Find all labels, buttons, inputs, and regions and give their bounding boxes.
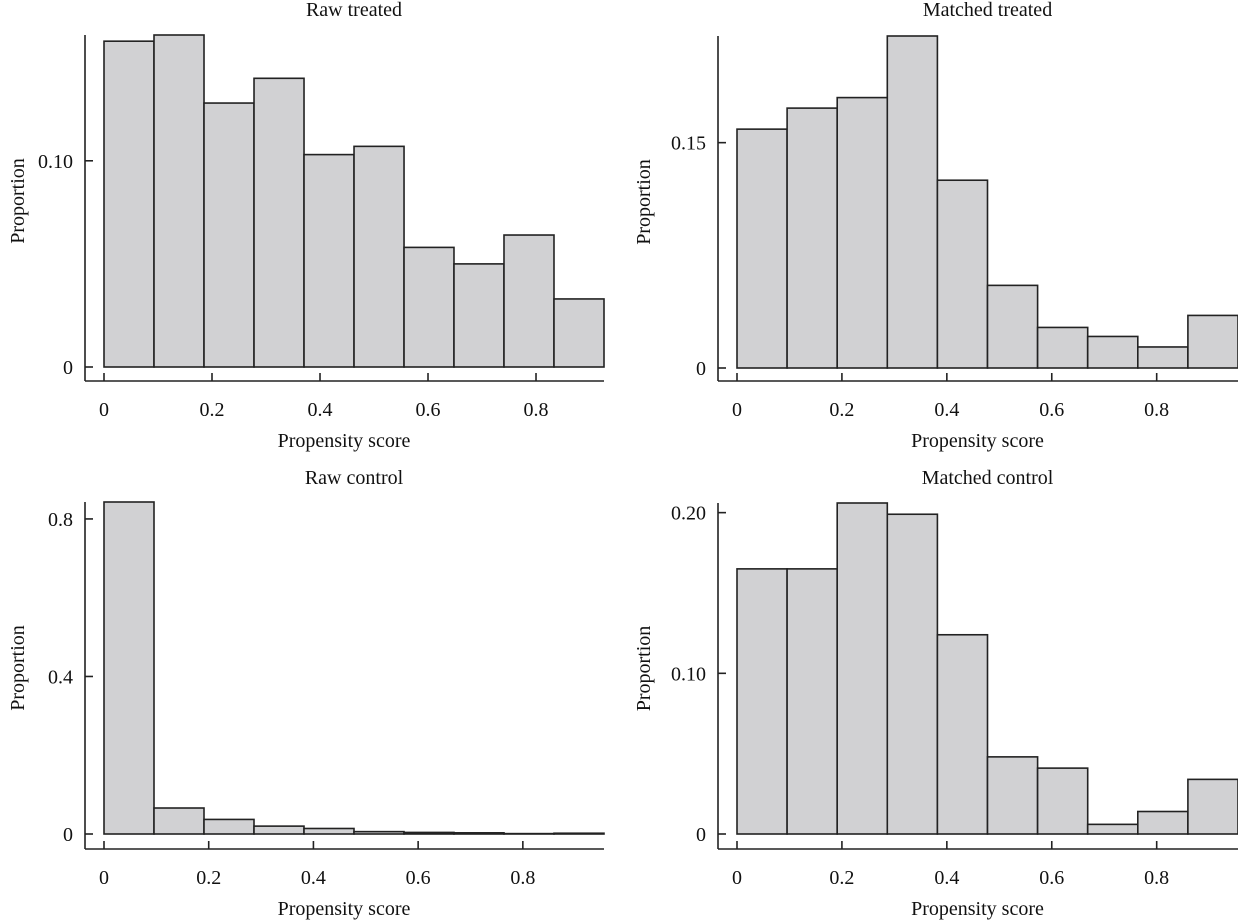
histogram-bar bbox=[453, 832, 505, 835]
y-tick-label: 0.10 bbox=[38, 151, 73, 173]
y-tick-label: 0 bbox=[63, 824, 73, 846]
histogram-bar bbox=[936, 633, 989, 835]
histogram-bar bbox=[403, 831, 455, 835]
y-axis-label: Proportion bbox=[7, 625, 29, 711]
y-tick-label: 0.8 bbox=[48, 509, 73, 531]
histogram-bar bbox=[1036, 767, 1089, 835]
histogram-bar bbox=[353, 145, 405, 368]
histogram-bar bbox=[886, 35, 939, 369]
histogram-bar bbox=[153, 807, 205, 835]
x-tick-label: 0.6 bbox=[1039, 399, 1064, 421]
histogram-bar bbox=[836, 96, 889, 369]
x-tick-label: 0 bbox=[732, 867, 742, 889]
panel-matched-treated: Matched treated 0 0.15 0 0.2 0.4 0.6 0.8 Propens… bbox=[633, 0, 1238, 452]
histogram-bar bbox=[303, 827, 355, 835]
y-tick-label: 0.15 bbox=[671, 133, 706, 155]
x-tick-label: 0.4 bbox=[301, 867, 326, 889]
y-axis-label: Proportion bbox=[7, 158, 29, 244]
histogram-bar bbox=[1137, 810, 1189, 835]
y-tick-label: 0 bbox=[63, 357, 73, 379]
x-tick-label: 0.8 bbox=[524, 399, 549, 421]
x-tick-label: 0.2 bbox=[829, 399, 854, 421]
x-tick-label: 0.6 bbox=[1039, 867, 1064, 889]
histogram-bar bbox=[503, 234, 555, 368]
x-tick-label: 0.4 bbox=[308, 399, 333, 421]
histogram-bar bbox=[836, 502, 889, 835]
x-tick-label: 0.6 bbox=[416, 399, 441, 421]
histogram-bar bbox=[1036, 326, 1089, 369]
chart-title: Raw control bbox=[305, 467, 404, 489]
x-axis-label: Propensity score bbox=[278, 898, 411, 920]
x-tick-label: 0.4 bbox=[934, 867, 959, 889]
chart-title: Matched control bbox=[922, 467, 1054, 489]
x-tick-label: 0.2 bbox=[200, 399, 225, 421]
histogram-bar bbox=[453, 263, 505, 368]
histogram-bar bbox=[786, 568, 838, 835]
histogram-bar bbox=[553, 832, 605, 835]
histogram-bar bbox=[203, 102, 255, 368]
x-tick-label: 0.2 bbox=[829, 867, 854, 889]
x-tick-label: 0.2 bbox=[196, 867, 221, 889]
histogram-bar bbox=[103, 501, 155, 835]
histogram-bar bbox=[1086, 823, 1139, 835]
x-tick-label: 0.8 bbox=[1144, 867, 1169, 889]
histogram-bar bbox=[353, 830, 405, 835]
y-axis-label: Proportion bbox=[633, 159, 655, 245]
histogram-bar bbox=[303, 153, 355, 368]
x-axis-label: Propensity score bbox=[911, 898, 1044, 920]
x-tick-label: 0 bbox=[99, 867, 109, 889]
panel-matched-control: Matched control 0 0.10 0.20 0 0.2 0.4 0.6 0.8 Pro… bbox=[633, 467, 1238, 920]
y-tick-label: 0 bbox=[696, 358, 706, 380]
histogram-bar bbox=[1187, 778, 1238, 835]
chart-title: Raw treated bbox=[306, 0, 402, 21]
y-tick-label: 0 bbox=[696, 824, 706, 846]
histogram-bar bbox=[736, 128, 788, 369]
histogram-bar bbox=[1137, 346, 1189, 369]
histogram-bar bbox=[786, 107, 838, 369]
panel-raw-treated: Raw treated 0 0.10 0 0.2 0.4 0.6 0.8 Propensity … bbox=[7, 0, 605, 452]
histogram-bar bbox=[986, 756, 1039, 835]
x-axis-label: Propensity score bbox=[278, 430, 411, 452]
histogram-bar bbox=[1187, 314, 1238, 369]
histogram-bar bbox=[203, 818, 255, 835]
histogram-bar bbox=[736, 568, 788, 835]
histogram-bar bbox=[1086, 335, 1139, 369]
x-tick-label: 0.4 bbox=[934, 399, 959, 421]
x-tick-label: 0.8 bbox=[1144, 399, 1169, 421]
histogram-bar bbox=[103, 40, 155, 368]
x-axis-label: Propensity score bbox=[911, 430, 1044, 452]
histogram-bar bbox=[986, 284, 1039, 369]
y-tick-label: 0.20 bbox=[671, 503, 706, 525]
y-tick-label: 0.4 bbox=[48, 666, 73, 688]
histogram-bar bbox=[936, 179, 989, 369]
histogram-bar bbox=[253, 825, 305, 835]
histogram-bar bbox=[553, 298, 605, 368]
histogram-bar bbox=[886, 513, 939, 835]
histogram-bar bbox=[253, 77, 305, 368]
histogram-bar bbox=[403, 246, 455, 368]
y-tick-label: 0.10 bbox=[671, 663, 706, 685]
histogram-bar bbox=[153, 34, 205, 368]
y-axis-label: Proportion bbox=[633, 626, 655, 712]
x-tick-label: 0.6 bbox=[406, 867, 431, 889]
x-tick-label: 0.8 bbox=[510, 867, 535, 889]
x-tick-label: 0 bbox=[732, 399, 742, 421]
panel-raw-control: Raw control 0 0.4 0.8 0 0.2 0.4 0.6 0.8 Propensit… bbox=[7, 467, 605, 920]
chart-title: Matched treated bbox=[923, 0, 1052, 21]
x-tick-label: 0 bbox=[99, 399, 109, 421]
